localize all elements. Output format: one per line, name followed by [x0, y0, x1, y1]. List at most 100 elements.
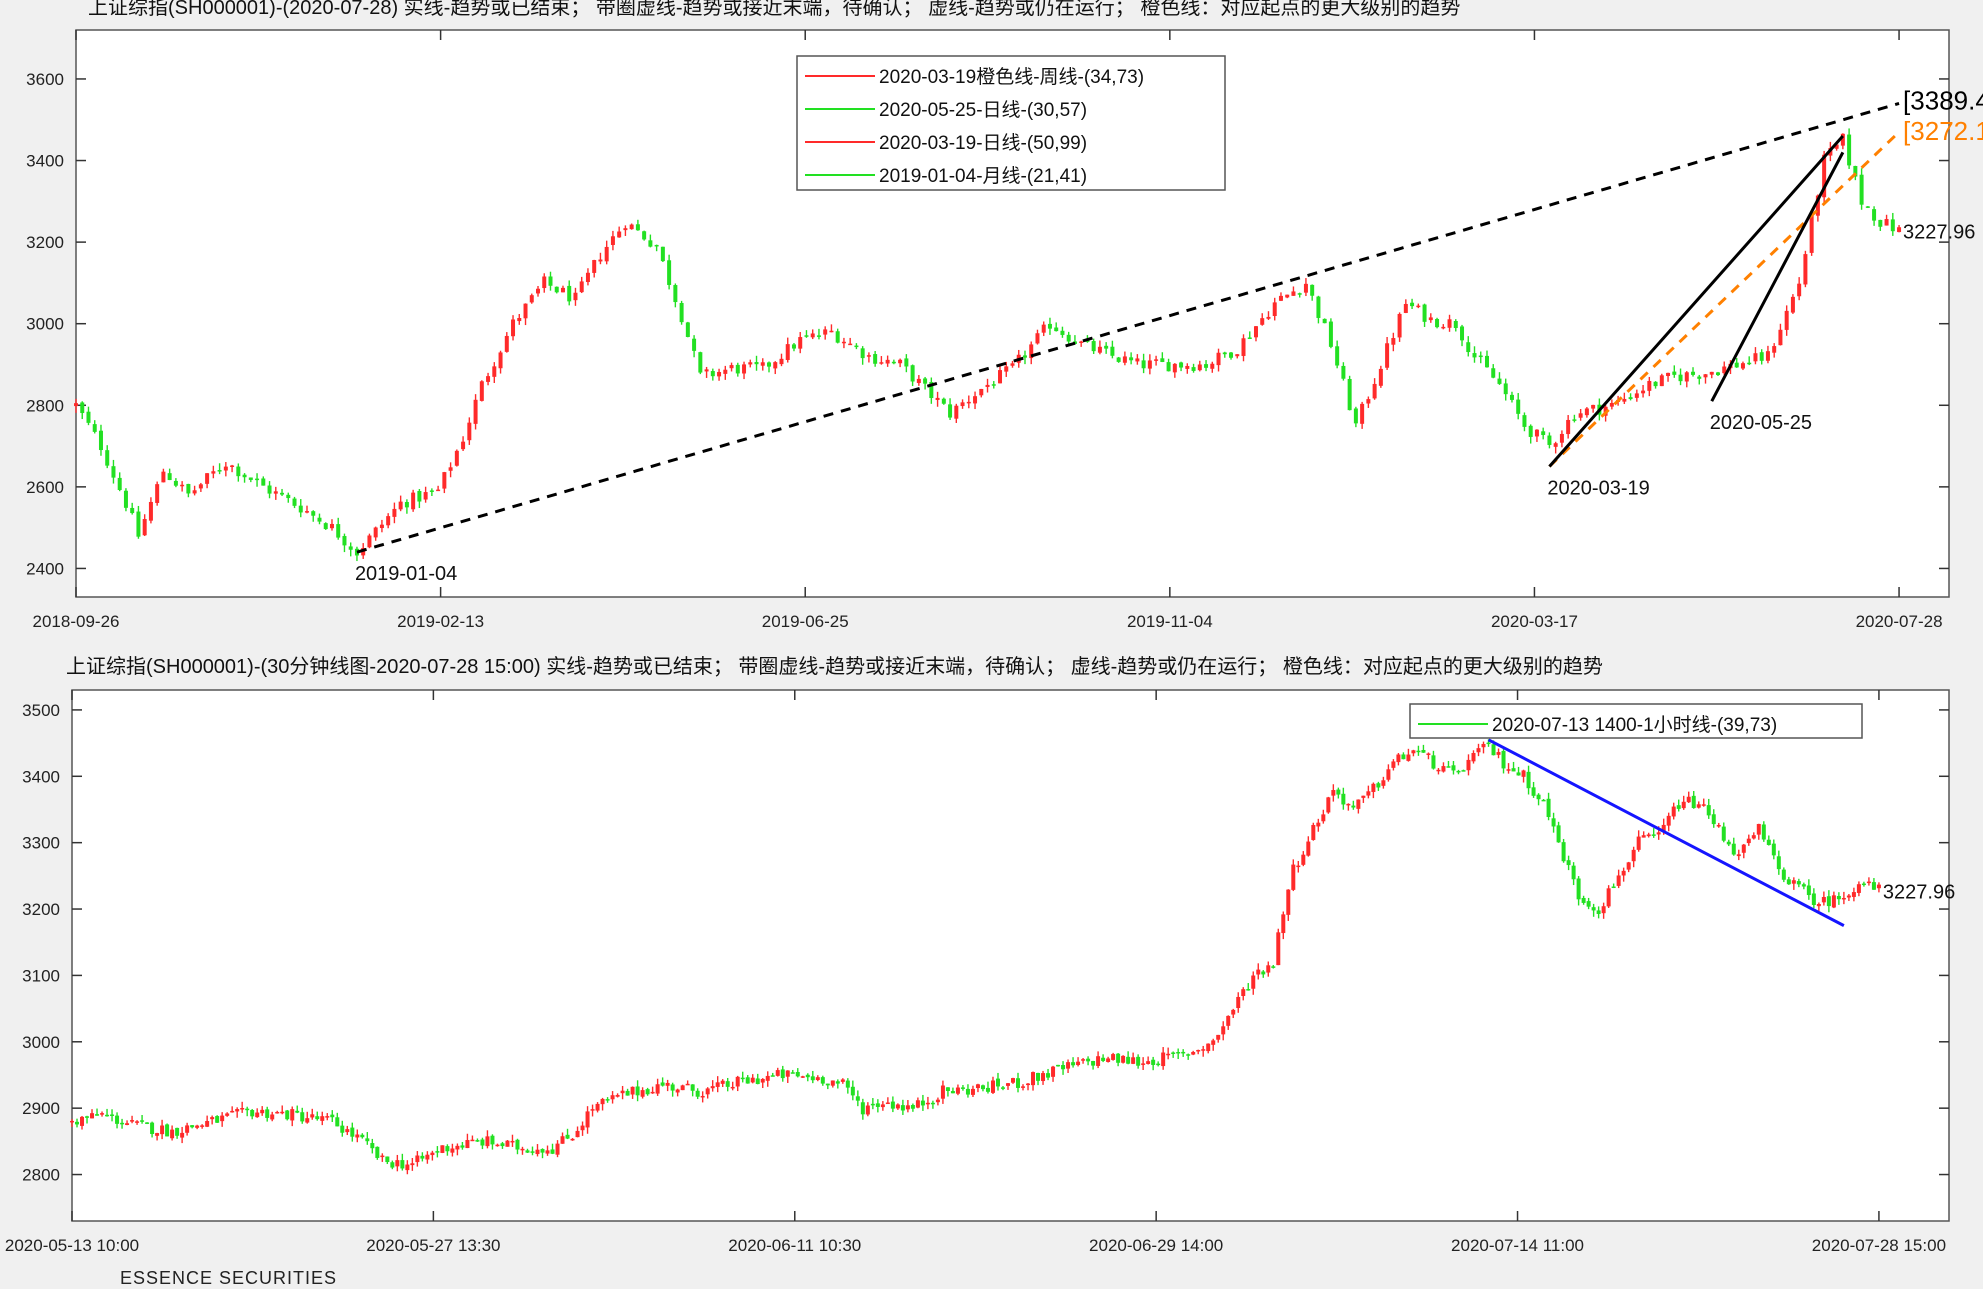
candle-body	[1216, 352, 1221, 366]
candle-body	[1872, 209, 1877, 221]
legend-label: 2020-05-25-日线-(30,57)	[879, 99, 1087, 121]
candle-body	[1371, 783, 1376, 792]
candle-body	[1572, 419, 1577, 421]
candle-body	[248, 477, 253, 480]
candle-body	[1711, 814, 1716, 825]
plot-area	[71, 689, 1950, 1222]
trend-line	[356, 101, 1900, 554]
candle-body	[890, 1101, 895, 1109]
x-tick-label: 2019-11-04	[1127, 612, 1213, 631]
candle-body	[1497, 378, 1502, 384]
trend-line	[1710, 151, 1845, 402]
candle-body	[548, 276, 553, 286]
candle-body	[1496, 752, 1501, 755]
candle-body	[217, 470, 222, 472]
candle-body	[392, 508, 397, 517]
candle-body	[1531, 787, 1536, 796]
candle-body	[1481, 743, 1486, 748]
candle-body	[520, 1148, 525, 1151]
candle-body	[1041, 1073, 1046, 1082]
candle-body	[436, 489, 441, 492]
candle-body	[760, 1078, 765, 1083]
candle-body	[580, 1125, 585, 1131]
candle-body	[1211, 1040, 1216, 1045]
candle-body	[225, 1113, 230, 1116]
candle-body	[86, 411, 91, 423]
candle-body	[75, 1121, 80, 1125]
candle-body	[220, 1115, 225, 1122]
candle-body	[765, 1075, 770, 1081]
candle-body	[660, 1082, 665, 1086]
candle-body	[423, 492, 428, 500]
candle-body	[525, 1150, 530, 1153]
candle-body	[1521, 770, 1526, 777]
candle-body	[1746, 838, 1751, 844]
candle-body	[1476, 748, 1481, 753]
candle-body	[1385, 343, 1390, 368]
candle-body	[110, 1114, 115, 1116]
candle-body	[692, 338, 697, 351]
legend-label: 2020-07-13 1400-1小时线-(39,73)	[1492, 714, 1777, 736]
candle-body	[148, 501, 153, 521]
candle-body	[1166, 362, 1171, 372]
annotation-label: 3227.96	[1903, 222, 1975, 244]
candle-body	[1104, 345, 1109, 349]
candle-body	[573, 292, 578, 301]
candle-body	[1441, 766, 1446, 772]
candle-body	[592, 260, 597, 273]
candle-body	[991, 384, 996, 386]
candle-body	[905, 1105, 910, 1110]
candle-body	[1241, 989, 1246, 997]
candle-body	[305, 1118, 310, 1123]
candle-body	[779, 358, 784, 365]
candle-body	[698, 352, 703, 373]
candle-body	[1341, 365, 1346, 379]
candle-body	[1509, 394, 1514, 400]
candle-body	[898, 359, 903, 364]
candle-body	[1456, 770, 1461, 773]
candle-body	[400, 1160, 405, 1169]
candle-body	[729, 365, 734, 369]
candle-body	[1796, 881, 1801, 885]
candle-body	[1526, 771, 1531, 789]
candle-body	[542, 276, 547, 289]
candle-body	[1506, 769, 1511, 771]
candle-body	[80, 402, 85, 414]
candle-body	[930, 1102, 935, 1105]
candle-body	[135, 1121, 140, 1123]
candle-body	[385, 1156, 390, 1163]
candle-body	[1241, 338, 1246, 356]
candle-body	[1781, 869, 1786, 880]
candle-body	[1341, 793, 1346, 805]
candle-body	[92, 424, 97, 432]
candle-body	[1204, 364, 1209, 368]
candle-body	[1321, 814, 1326, 822]
candle-body	[1261, 971, 1266, 975]
candle-body	[1416, 305, 1421, 308]
candle-body	[1381, 780, 1386, 786]
candle-body	[298, 505, 303, 513]
candle-body	[173, 480, 178, 486]
candle-body	[317, 517, 322, 522]
candle-body	[1181, 1051, 1186, 1054]
candle-body	[1231, 1009, 1236, 1015]
candle-body	[1790, 296, 1795, 313]
candle-body	[665, 1082, 670, 1086]
candle-body	[1386, 769, 1391, 780]
candle-body	[373, 527, 378, 538]
candle-body	[1646, 834, 1651, 837]
candle-body	[1110, 346, 1115, 356]
candle-body	[979, 388, 984, 396]
candle-body	[1397, 313, 1402, 338]
candle-body	[998, 370, 1003, 384]
candle-body	[1816, 904, 1821, 907]
candle-body	[560, 1136, 565, 1144]
candle-body	[630, 1086, 635, 1095]
candle-body	[1876, 884, 1881, 889]
candle-body	[880, 1104, 885, 1108]
y-tick-label: 3400	[22, 767, 60, 786]
candle-body	[1591, 907, 1596, 911]
candle-body	[1291, 864, 1296, 890]
candle-body	[640, 1090, 645, 1097]
y-tick-label: 3000	[22, 1033, 60, 1052]
